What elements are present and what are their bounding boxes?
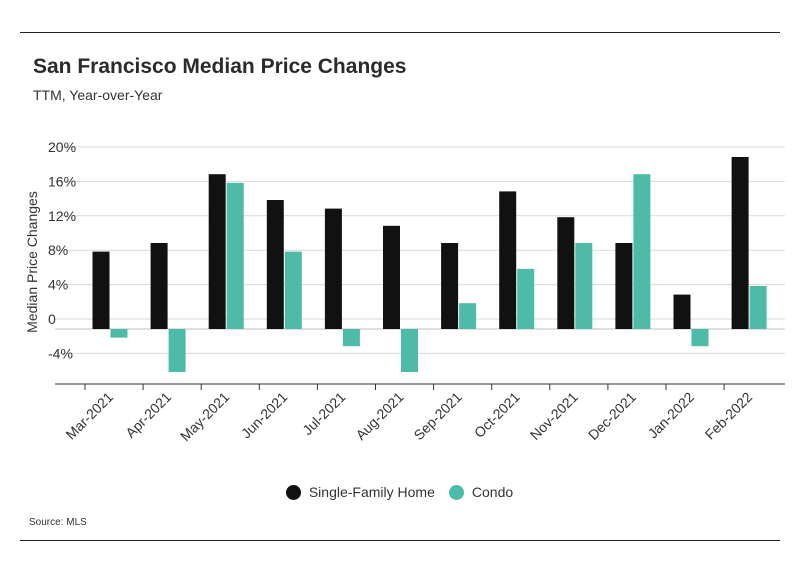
bar-single-family-sep-2021 <box>441 243 459 329</box>
x-tick-label: May-2021 <box>177 389 232 444</box>
bar-condo-may-2021 <box>226 182 244 329</box>
legend: Single-Family Home Condo <box>0 484 799 500</box>
x-tick-label: Sep-2021 <box>410 389 464 443</box>
bottom-rule <box>20 540 780 541</box>
bar-single-family-feb-2022 <box>731 157 749 329</box>
bar-condo-mar-2021 <box>110 329 128 338</box>
bar-single-family-jun-2021 <box>266 200 284 329</box>
legend-label-single-family: Single-Family Home <box>308 484 435 500</box>
bar-single-family-oct-2021 <box>499 191 517 329</box>
y-tick-label: 16% <box>48 173 76 189</box>
bar-condo-sep-2021 <box>459 303 477 329</box>
x-tick-label: Aug-2021 <box>352 389 406 443</box>
y-tick-label: 20% <box>48 139 76 155</box>
bar-condo-nov-2021 <box>575 243 593 329</box>
legend-item-single-family: Single-Family Home <box>285 484 435 500</box>
bar-condo-jan-2022 <box>691 329 709 347</box>
x-tick-label: Feb-2022 <box>702 389 756 443</box>
legend-label-condo: Condo <box>471 484 514 500</box>
y-tick-label: 12% <box>48 208 76 224</box>
bar-condo-apr-2021 <box>168 329 186 372</box>
legend-item-condo: Condo <box>448 484 514 500</box>
top-rule <box>20 32 780 33</box>
condo-swatch <box>448 484 464 500</box>
bar-single-family-apr-2021 <box>150 243 168 329</box>
y-axis-label: Median Price Changes <box>24 191 40 333</box>
y-tick-label: -4% <box>48 345 73 361</box>
y-tick-labels: 20% 16% 12% 8% 4% 0 -4% <box>48 139 76 361</box>
x-axis: Mar-2021 Apr-2021 May-2021 Jun-2021 Jul-2021… <box>55 383 785 444</box>
bar-condo-jun-2021 <box>284 251 302 329</box>
bar-single-family-mar-2021 <box>92 251 110 329</box>
x-tick-label: Mar-2021 <box>62 389 116 443</box>
bar-single-family-may-2021 <box>208 174 226 329</box>
y-tick-label: 0 <box>48 311 56 327</box>
bar-single-family-dec-2021 <box>615 243 633 329</box>
x-tick-label: Jan-2022 <box>645 389 698 442</box>
source-note: Source: MLS <box>29 517 87 528</box>
bar-condo-aug-2021 <box>401 329 418 372</box>
y-tick-label: 8% <box>48 242 68 258</box>
chart-subtitle: TTM, Year-over-Year <box>33 87 163 103</box>
x-tick-label: Jun-2021 <box>238 389 291 442</box>
bar-single-family-jul-2021 <box>324 208 342 329</box>
bar-condo-oct-2021 <box>517 268 535 329</box>
bar-chart: 20% 16% 12% 8% 4% 0 -4% Mar-2021 Apr-2021 May-20… <box>24 139 785 444</box>
bar-single-family-jan-2022 <box>673 294 691 329</box>
chart-title: San Francisco Median Price Changes <box>33 55 407 78</box>
bar-condo-feb-2022 <box>749 286 767 329</box>
bars <box>92 157 767 372</box>
bar-condo-jul-2021 <box>342 329 360 347</box>
x-tick-label: Nov-2021 <box>527 389 581 443</box>
single-family-swatch <box>285 484 301 500</box>
bar-single-family-aug-2021 <box>383 225 400 329</box>
x-tick-label: Dec-2021 <box>585 389 639 443</box>
x-tick-label: Apr-2021 <box>122 389 174 441</box>
x-tick-label: Oct-2021 <box>471 389 523 441</box>
y-tick-label: 4% <box>48 277 68 293</box>
x-tick-label: Jul-2021 <box>299 389 348 438</box>
bar-condo-dec-2021 <box>633 174 651 329</box>
bar-single-family-nov-2021 <box>557 217 575 329</box>
